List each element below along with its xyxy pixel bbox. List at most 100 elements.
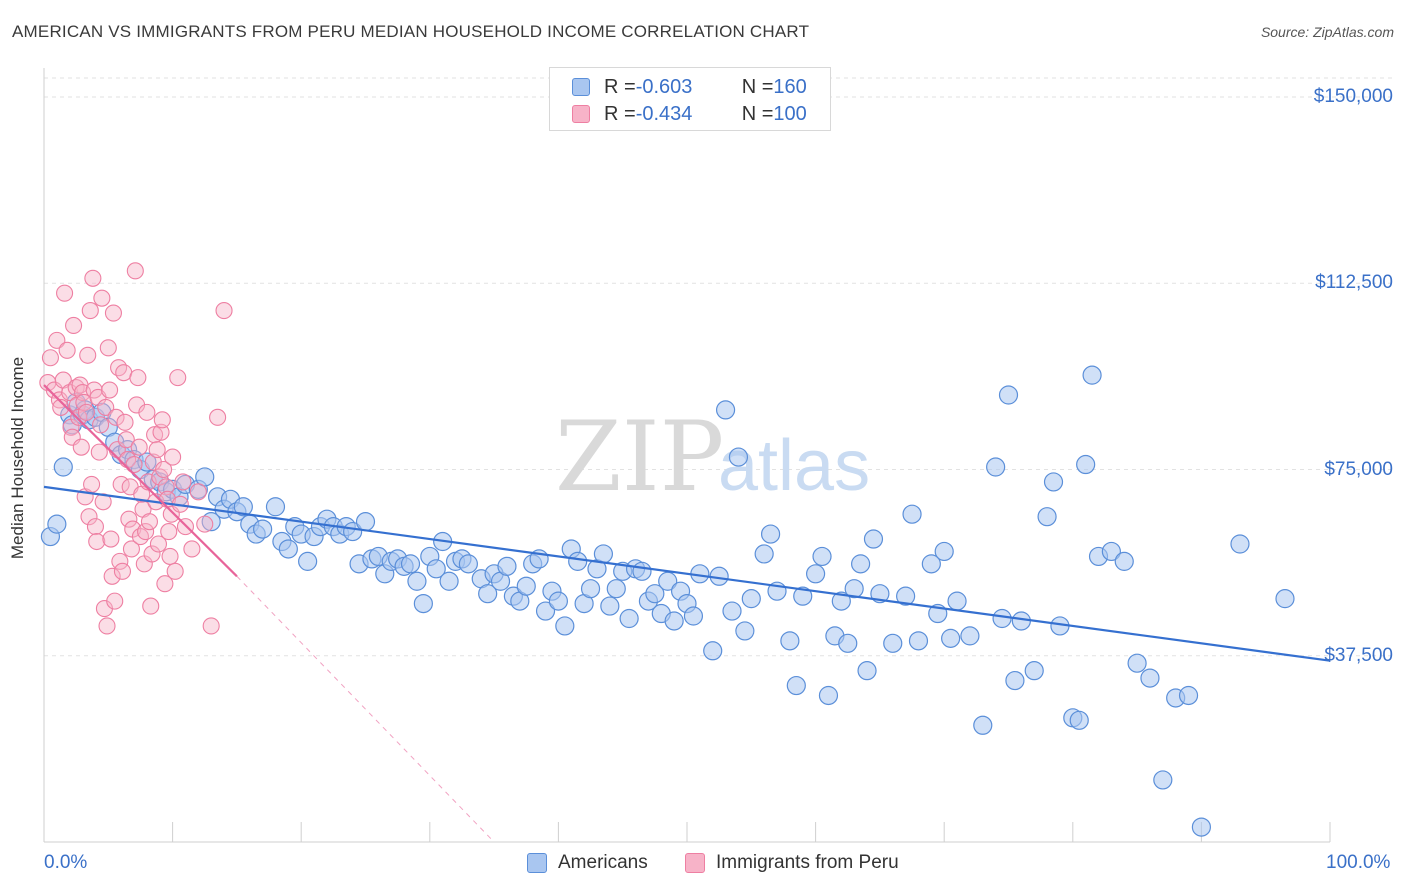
americans-point [278, 539, 298, 559]
americans-point [426, 559, 446, 579]
americans-point [1043, 472, 1064, 492]
americans-point [754, 544, 774, 564]
americans-point [195, 467, 215, 487]
americans-point [998, 385, 1019, 405]
peru-point [189, 483, 207, 501]
y-tick-label: $112,500 [1315, 272, 1393, 294]
americans-point [793, 586, 813, 606]
americans-point [1230, 534, 1250, 554]
americans-point [760, 524, 781, 544]
americans-point [1024, 661, 1044, 681]
legend-r-value: -0.603 [635, 75, 693, 98]
americans-point [851, 554, 871, 574]
americans-point [973, 715, 993, 735]
americans-point [253, 519, 273, 539]
americans-point [947, 591, 967, 611]
peru-point [93, 289, 111, 307]
peru-point [58, 341, 76, 359]
peru-point [56, 284, 74, 302]
peru-point [52, 398, 70, 416]
americans-point [439, 571, 459, 591]
americans-legend-swatch [527, 853, 547, 873]
americans-point [896, 586, 916, 606]
americans-point [233, 497, 253, 517]
americans-point [1114, 551, 1134, 571]
americans-legend-label: Americans [558, 852, 648, 873]
peru-point [153, 411, 171, 429]
americans-point [941, 628, 961, 648]
peru-point [174, 473, 192, 491]
legend-item-peru: Immigrants from Peru [685, 852, 899, 874]
peru-point [166, 562, 184, 580]
americans-point [535, 601, 556, 621]
peru-point [81, 302, 99, 320]
peru-point [117, 431, 135, 449]
peru-point [131, 527, 149, 546]
peru-trend-extension [236, 575, 495, 843]
peru-point [101, 381, 119, 399]
peru-point [157, 478, 175, 496]
americans-point [818, 685, 839, 706]
peru-point [130, 438, 148, 456]
y-tick-label: $37,500 [1324, 644, 1393, 666]
legend-row-peru: R = -0.434 N = 100 [572, 102, 807, 126]
americans-point [632, 561, 652, 581]
peru-point [86, 518, 104, 536]
legend-n-label: N = [741, 102, 774, 125]
americans-trend-line [43, 485, 1331, 662]
peru-point [113, 562, 131, 580]
peru-point [202, 617, 220, 635]
americans-point [1101, 541, 1121, 562]
americans-point [1011, 611, 1031, 631]
americans-point [902, 504, 922, 524]
x-tick-label-start: 0.0% [44, 852, 88, 873]
americans-point [265, 497, 286, 517]
peru-point [90, 443, 108, 461]
americans-point [593, 544, 614, 564]
americans-point [600, 596, 620, 616]
peru-point [140, 513, 159, 531]
peru-point [196, 515, 214, 533]
americans-point [1153, 770, 1173, 790]
peru-point [164, 448, 182, 466]
americans-point [580, 579, 601, 599]
peru-point [111, 552, 129, 570]
peru-point [83, 475, 101, 493]
watermark-zip: ZIP [555, 401, 724, 513]
y-tick-label: $75,000 [1324, 458, 1393, 480]
americans-point [1069, 710, 1089, 730]
peru-point [148, 441, 166, 459]
americans-point [831, 591, 851, 611]
legend-r-label: R = [604, 102, 636, 125]
peru-point [138, 403, 156, 421]
americans-point [1082, 365, 1102, 385]
peru-point [120, 510, 138, 528]
americans-point [838, 633, 858, 653]
americans-point [1191, 817, 1212, 837]
watermark-atlas: atlas [718, 426, 870, 506]
legend-r-value: -0.434 [635, 102, 693, 125]
americans-point [407, 571, 427, 591]
peru-point [104, 304, 122, 322]
peru-point [107, 408, 125, 426]
americans-point [722, 601, 742, 621]
source-label: Source: ZipAtlas.com [1260, 24, 1394, 40]
americans-point [883, 633, 903, 653]
americans-point [47, 514, 67, 534]
peru-point [110, 359, 128, 377]
legend-n-value: 100 [773, 102, 807, 125]
americans-point [1178, 685, 1199, 706]
peru-point [88, 532, 106, 551]
americans-points [40, 365, 1295, 837]
peru-point [106, 592, 124, 610]
peru-legend-swatch [685, 853, 705, 873]
peru-point [92, 416, 110, 434]
americans-point [478, 584, 498, 604]
peru-point [129, 369, 147, 387]
americans-point [355, 512, 376, 532]
americans-point [921, 554, 941, 574]
americans-point [298, 551, 318, 571]
americans-point [715, 400, 736, 420]
americans-swatch [572, 78, 590, 96]
